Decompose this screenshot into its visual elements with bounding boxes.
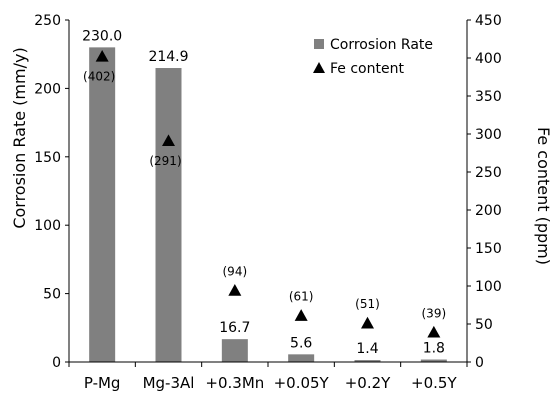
fe-marker-P-Mg xyxy=(95,49,109,62)
y-tick-label: 100 xyxy=(34,218,61,234)
y-tick-label: 0 xyxy=(52,355,61,371)
y2-tick-label: 250 xyxy=(475,165,502,181)
y-tick-label: 150 xyxy=(34,150,61,166)
bar-+0.2Y xyxy=(354,360,381,362)
bar-+0.5Y xyxy=(420,359,447,362)
bar-value-label: 5.6 xyxy=(290,335,312,351)
x-tick-label: P-Mg xyxy=(84,374,121,392)
y-tick-label: 50 xyxy=(43,287,61,303)
bar-value-label: 16.7 xyxy=(219,320,250,336)
y2-axis-title: Fe content (ppm) xyxy=(534,127,550,265)
y2-tick-label: 400 xyxy=(475,51,502,67)
data-labels: 230.0 214.9 16.7 5.6 1.4 1.8 (402) (291) (94) (61… xyxy=(82,28,446,357)
legend-label: Fe content xyxy=(330,61,404,77)
legend-bar-swatch xyxy=(314,39,324,49)
legend-label: Corrosion Rate xyxy=(330,37,433,53)
bar-value-label: 1.4 xyxy=(356,341,378,357)
y-tick-label: 250 xyxy=(34,13,61,29)
fe-value-label: (291) xyxy=(149,154,181,168)
y2-tick-label: 100 xyxy=(475,279,502,295)
y2-tick-label: 200 xyxy=(475,203,502,219)
bar-series xyxy=(89,47,447,363)
bar-Mg-3Al xyxy=(155,68,182,363)
legend-triangle-swatch xyxy=(313,62,325,73)
fe-marker-+0.05Y xyxy=(294,309,308,321)
fe-marker-+0.2Y xyxy=(361,316,374,329)
bar-value-label: 1.8 xyxy=(423,341,445,357)
fe-value-label: (39) xyxy=(422,306,447,320)
bar-value-label: 230.0 xyxy=(82,28,122,44)
y2-tick-label: 150 xyxy=(475,241,502,257)
x-tick-label: +0.2Y xyxy=(345,374,391,392)
y-axis-title: Corrosion Rate (mm/y) xyxy=(10,47,29,228)
y-tick-label: 200 xyxy=(34,81,61,97)
x-tick-label: +0.5Y xyxy=(411,374,457,392)
fe-value-label: (402) xyxy=(83,69,115,83)
x-tick-label: +0.3Mn xyxy=(205,374,264,392)
y2-tick-label: 50 xyxy=(475,317,493,333)
fe-value-label: (94) xyxy=(223,265,248,279)
x-tick-label: +0.05Y xyxy=(274,374,330,392)
y2-tick-label: 350 xyxy=(475,89,502,105)
fe-value-label: (51) xyxy=(355,297,380,311)
y2-tick-label: 450 xyxy=(475,13,502,29)
fe-marker-+0.5Y xyxy=(427,325,441,338)
bar-P-Mg xyxy=(89,47,116,363)
fe-value-label: (61) xyxy=(289,290,314,304)
x-tick-label: Mg-3Al xyxy=(143,374,195,392)
axes: 0 50 100 150 200 250 0 50 100 150 200 250 300 350 400 4… xyxy=(34,13,501,392)
bar-+0.3Mn xyxy=(221,339,248,362)
y2-tick-label: 0 xyxy=(475,355,484,371)
fe-marker-series xyxy=(95,49,441,338)
y2-tick-label: 300 xyxy=(475,127,502,143)
bar-value-label: 214.9 xyxy=(148,49,188,65)
bar-+0.05Y xyxy=(288,354,315,362)
fe-marker-Mg-3Al xyxy=(162,134,175,147)
fe-marker-+0.3Mn xyxy=(228,284,242,296)
legend: Corrosion Rate Fe content xyxy=(313,37,433,77)
